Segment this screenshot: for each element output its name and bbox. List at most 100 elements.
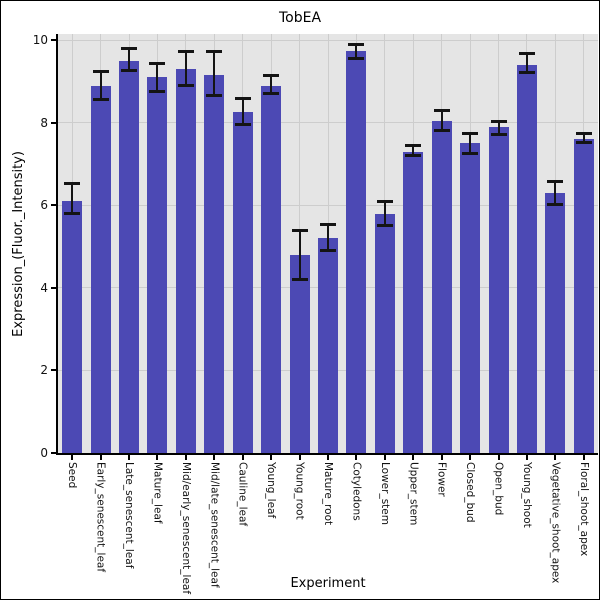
- y-tick-label: 10: [32, 33, 48, 48]
- bar: [374, 213, 395, 453]
- error-bar: [348, 43, 365, 60]
- x-tick-label: Closed_bud: [464, 462, 477, 523]
- error-bar-cap-bottom: [206, 93, 223, 97]
- bar-slot: [484, 34, 512, 453]
- bar: [232, 112, 253, 453]
- chart-title: TobEA: [278, 10, 322, 26]
- error-bar-cap-top: [92, 70, 109, 74]
- bar: [147, 77, 168, 453]
- error-bar-cap-top: [547, 179, 564, 183]
- y-axis-spine: [56, 34, 58, 455]
- bar: [346, 50, 367, 453]
- bar-slot: [285, 34, 313, 453]
- x-tick-label: Open_bud: [492, 462, 505, 516]
- error-bar-cap-bottom: [462, 151, 479, 155]
- bar-slot: [229, 34, 257, 453]
- x-tick-label: Cotyledons: [350, 462, 363, 521]
- error-bar-cap-top: [433, 109, 450, 113]
- bars-layer: [58, 34, 598, 453]
- bar-slot: [371, 34, 399, 453]
- error-bar-cap-top: [518, 51, 535, 55]
- error-bar-cap-top: [206, 49, 223, 53]
- bar: [573, 139, 594, 453]
- x-tick-label: Upper_stem: [407, 462, 420, 526]
- error-bar-cap-top: [64, 181, 81, 185]
- x-tick-mark: [554, 455, 557, 460]
- error-bar: [92, 70, 109, 102]
- error-bar: [234, 97, 251, 126]
- x-axis-spine: [56, 453, 598, 455]
- x-tick-label: Mature_leaf: [151, 462, 164, 524]
- bar: [90, 85, 111, 453]
- error-bar-cap-bottom: [92, 98, 109, 102]
- error-bar-cap-bottom: [376, 223, 393, 227]
- error-bar-cap-bottom: [320, 248, 336, 252]
- error-bar-cap-bottom: [121, 69, 138, 73]
- x-tick-label: Floral_shoot_apex: [577, 462, 590, 557]
- x-tick-label: Late_senescent_leaf: [123, 462, 136, 569]
- error-bar-line: [99, 71, 102, 101]
- error-bar-line: [241, 98, 244, 125]
- error-bar: [149, 61, 166, 93]
- x-axis-label: Experiment: [290, 576, 366, 591]
- error-bar-cap-top: [263, 74, 280, 78]
- y-tick-mark: [51, 204, 56, 207]
- x-tick-mark: [241, 455, 244, 460]
- error-bar-line: [213, 50, 216, 96]
- bar: [175, 69, 196, 453]
- y-tick-mark: [51, 369, 56, 372]
- bar-slot: [456, 34, 484, 453]
- error-bar-cap-bottom: [575, 141, 592, 145]
- error-bar-line: [469, 133, 472, 154]
- error-bar-cap-top: [462, 132, 479, 136]
- bar: [119, 60, 140, 453]
- error-bar-cap-bottom: [490, 133, 507, 137]
- error-bar-line: [383, 201, 386, 226]
- x-tick-label: Early_senescent_leaf: [94, 462, 107, 573]
- error-bar-line: [298, 230, 301, 280]
- error-bar-cap-top: [177, 49, 194, 53]
- plot-area: [58, 34, 598, 453]
- x-tick-label: Young_shoot: [520, 462, 533, 528]
- x-tick-mark: [440, 455, 443, 460]
- bar-slot: [172, 34, 200, 453]
- y-tick-label: 0: [40, 446, 48, 460]
- error-bar-line: [128, 48, 131, 72]
- error-bar: [64, 181, 81, 215]
- bar-slot: [86, 34, 114, 453]
- error-bar-cap-top: [376, 200, 393, 204]
- bar-slot: [541, 34, 569, 453]
- bar-slot: [58, 34, 86, 453]
- x-tick-mark: [383, 455, 386, 460]
- x-tick-mark: [525, 455, 528, 460]
- error-bar-cap-top: [291, 229, 308, 233]
- y-tick-label: 8: [40, 115, 48, 130]
- x-tick-mark: [71, 455, 74, 460]
- error-bar: [490, 119, 507, 137]
- error-bar-cap-bottom: [348, 56, 365, 60]
- x-tick-mark: [128, 455, 131, 460]
- y-tick-label: 6: [40, 198, 48, 213]
- error-bar-cap-bottom: [177, 83, 194, 87]
- x-tick-label: Young_root: [293, 462, 306, 520]
- error-bar: [263, 74, 280, 95]
- bar-slot: [257, 34, 285, 453]
- x-tick-label: Flower: [435, 462, 448, 497]
- error-bar: [206, 49, 223, 97]
- x-tick-label: Seed: [66, 462, 79, 489]
- y-tick-mark: [51, 121, 56, 124]
- y-axis-label-wrap: Expression_(Fluor._Intensity): [5, 34, 31, 453]
- x-tick-label: Young_leaf: [265, 462, 278, 519]
- error-bar-cap-top: [320, 222, 336, 226]
- bar: [261, 85, 282, 453]
- error-bar: [121, 47, 138, 73]
- bar-slot: [342, 34, 370, 453]
- error-bar-cap-bottom: [547, 203, 564, 207]
- error-bar-line: [355, 44, 358, 59]
- bar-slot: [200, 34, 228, 453]
- bar: [431, 120, 452, 453]
- bar: [545, 192, 566, 453]
- bar: [204, 75, 225, 453]
- error-bar-line: [525, 52, 528, 74]
- error-bar-cap-top: [490, 119, 507, 123]
